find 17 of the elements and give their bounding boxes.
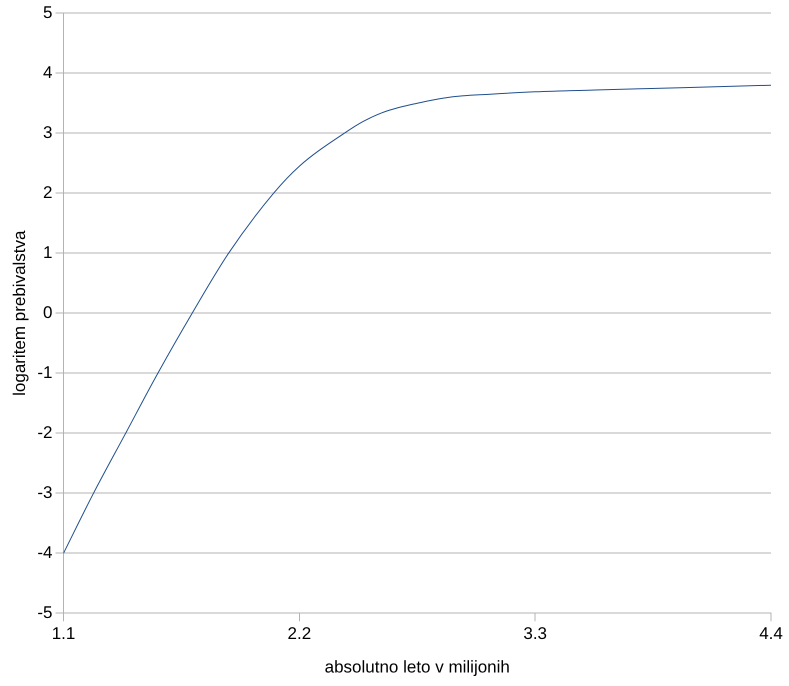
- x-axis-title: absolutno leto v milijonih: [324, 657, 510, 676]
- x-tick-label: 4.4: [759, 624, 783, 644]
- y-tick-label: -4: [37, 542, 53, 562]
- y-tick-label: 1: [43, 242, 53, 262]
- y-tick-label: -2: [37, 422, 53, 442]
- y-tick-label: 5: [43, 2, 53, 22]
- y-tick-label: 2: [43, 182, 53, 202]
- x-tick-label: 1.1: [52, 624, 76, 644]
- y-tick-label: 0: [43, 302, 53, 322]
- y-axis-title: logaritem prebivalstva: [10, 230, 29, 396]
- x-tick-label: 2.2: [288, 624, 312, 644]
- y-tick-label: -3: [37, 482, 53, 502]
- y-tick-label: -1: [37, 362, 53, 382]
- y-tick-label: -5: [37, 602, 53, 622]
- x-tick-label: 3.3: [523, 624, 547, 644]
- y-tick-label: 4: [43, 62, 53, 82]
- y-tick-label: 3: [43, 122, 53, 142]
